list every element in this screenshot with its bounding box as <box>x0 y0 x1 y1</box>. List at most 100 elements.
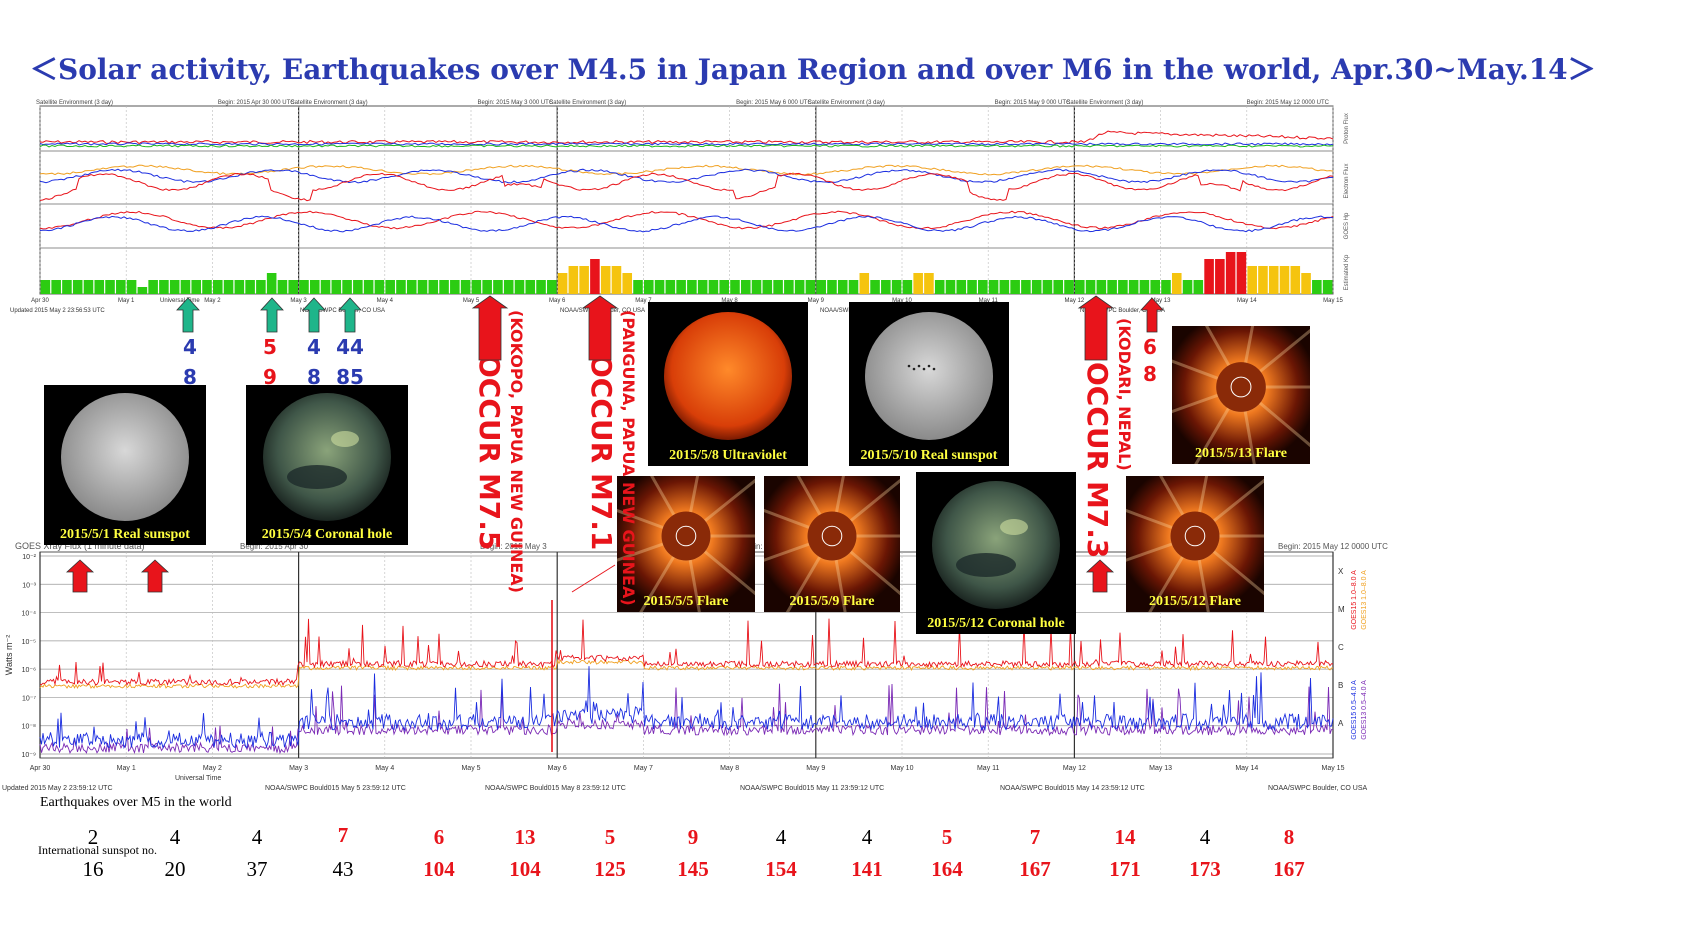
kp-bar <box>784 280 794 294</box>
kp-bar <box>697 280 708 294</box>
sun-outline <box>1184 525 1206 547</box>
kp-bar <box>245 280 255 294</box>
sunspot-count: 104 <box>509 857 541 881</box>
kp-bar <box>676 280 686 294</box>
top-date-label: May 6 <box>549 298 566 304</box>
panel-header-left: Satellite Environment (3 day) <box>808 100 885 106</box>
eq-count: 2 <box>87 825 99 849</box>
electron-red <box>39 172 1334 202</box>
solar-image-art <box>1126 476 1264 612</box>
image-caption: 2015/5/10 Real sunspot <box>860 448 998 463</box>
xray-class-label: C <box>1338 643 1344 652</box>
sun-disk <box>263 393 391 521</box>
kp-bar <box>1010 280 1020 294</box>
xray-header: GOES Xray Flux (1 minute data) <box>15 541 145 551</box>
top-date-label: Apr 30 <box>31 298 49 304</box>
xray-ytick: 10⁻⁹ <box>22 752 36 759</box>
sunspot-count: 125 <box>594 857 626 881</box>
top-date-label: May 8 <box>721 298 738 304</box>
kp-bar <box>967 280 977 294</box>
sunspot-count: 141 <box>851 857 883 881</box>
xray-ylabel: Watts m⁻² <box>4 635 14 675</box>
kp-bar <box>62 280 72 294</box>
electron-blue <box>39 168 1334 184</box>
top-panel-frame <box>39 105 1334 295</box>
kp-bar <box>687 280 697 294</box>
kp-bar <box>945 280 956 294</box>
solar-image-art <box>263 393 391 521</box>
xray-footer: NOAA/SWPC Bould015 May 11 23:59:12 UTC <box>740 785 884 792</box>
kp-bar <box>740 280 751 294</box>
japan-quake-bottom: 8 <box>183 365 197 389</box>
quake-occur: OCCUR M7.3 <box>1081 362 1114 559</box>
occulter-disk <box>807 511 857 561</box>
sunspot <box>927 364 931 368</box>
xray-footer: NOAA/SWPC Boulder, CO USA <box>1268 785 1368 792</box>
sun-disk <box>664 312 792 440</box>
occulter-disk <box>1170 511 1220 561</box>
kp-bar <box>471 280 482 294</box>
sunspot-count: 16 <box>82 857 104 881</box>
kp-bar <box>1225 252 1236 294</box>
xray-begin: Begin: 2015 May 12 0000 UTC <box>1278 542 1388 551</box>
solar-image-art <box>617 476 755 612</box>
kp-bar <box>116 280 126 294</box>
sunspot-count: 173 <box>1189 857 1221 881</box>
kp-bar <box>1075 280 1085 294</box>
panel-header-right: Begin: 2015 May 9 000 UTC <box>995 100 1071 106</box>
sunspot-count: 167 <box>1273 857 1305 881</box>
xray-short-goes13 <box>39 683 1334 755</box>
xray-legend-item: GOES13 1.0–8.0 A <box>1361 570 1368 630</box>
top-date-label: May 13 <box>1151 298 1171 304</box>
kp-bar <box>266 273 277 294</box>
sunspot-count: 164 <box>931 857 963 881</box>
kp-bar <box>633 280 643 294</box>
xray-begin: Begin: 2015 Apr 30 <box>240 542 309 551</box>
xray-footer: Updated 2015 May 2 23:59:12 UTC <box>2 785 113 792</box>
solar-image-coronal: 2015/5/4 Coronal hole <box>246 385 408 545</box>
sunspot-count: 43 <box>332 857 354 881</box>
top-footer: Updated 2015 May 2 23:56:53 UTC <box>10 308 105 314</box>
eq-count: 4 <box>861 825 873 849</box>
solar-image-art <box>664 312 792 440</box>
xray-date-label: May 5 <box>461 765 480 772</box>
kp-bar <box>148 280 158 294</box>
kp-bar <box>1128 280 1139 294</box>
active-region <box>331 431 359 447</box>
japan-quake-bottom: 9 <box>263 365 277 389</box>
xray-date-label: May 1 <box>117 765 136 772</box>
xray-date-label: May 7 <box>634 765 653 772</box>
kp-bar <box>568 266 579 294</box>
kp-bar <box>1268 266 1279 294</box>
kp-marker-top: 6 <box>1143 335 1157 359</box>
kp-bar <box>999 280 1010 294</box>
xray-ytick: 10⁻⁵ <box>22 639 36 646</box>
coronal-hole <box>287 465 347 489</box>
solar-image-sunspot: 2015/5/1 Real sunspot <box>44 385 206 545</box>
kp-bar <box>1290 266 1301 294</box>
sunspot-count: 37 <box>246 857 268 881</box>
eq-count: 5 <box>604 825 616 849</box>
xray-date-label: Apr 30 <box>30 765 51 772</box>
kp-bar <box>536 280 546 294</box>
sun-outline <box>1230 376 1252 398</box>
kp-bar <box>1193 280 1204 294</box>
kp-bar <box>1258 266 1268 294</box>
kp-bar <box>137 287 148 294</box>
xray-date-label: May 14 <box>1235 765 1258 772</box>
kp-bar <box>622 273 633 294</box>
top-date-label: May 3 <box>290 298 307 304</box>
kp-bar <box>331 280 342 294</box>
xray-date-label: May 8 <box>720 765 739 772</box>
kp-bar <box>956 280 967 294</box>
japan-quake-top: 4 <box>183 335 197 359</box>
kp-bar <box>1021 280 1031 294</box>
sunspot <box>912 367 916 371</box>
kp-bar <box>924 273 934 294</box>
xray-class-label: B <box>1338 681 1343 690</box>
kp-bar <box>870 280 880 294</box>
kp-bar <box>1096 280 1107 294</box>
eq-count: 7 <box>337 823 349 847</box>
kp-bar <box>644 280 654 294</box>
kp-bar <box>159 280 169 294</box>
